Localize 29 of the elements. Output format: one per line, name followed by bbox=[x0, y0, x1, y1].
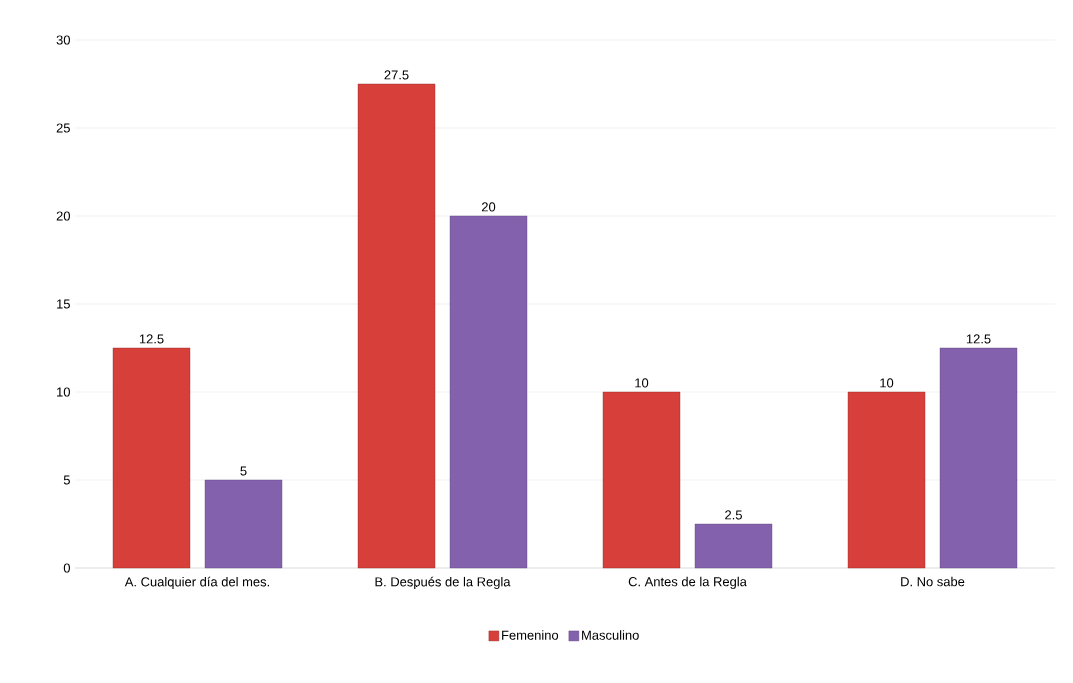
y-tick-label: 25 bbox=[56, 123, 70, 133]
data-label: 12.5 bbox=[966, 334, 991, 344]
data-label: 5 bbox=[240, 466, 247, 476]
bar bbox=[357, 83, 436, 569]
y-tick-label: 30 bbox=[56, 35, 70, 45]
bar bbox=[847, 391, 926, 569]
y-tick-label: 20 bbox=[56, 211, 70, 221]
x-tick-label: B. Después de la Regla bbox=[375, 576, 511, 589]
y-tick-label: 5 bbox=[63, 475, 70, 485]
data-label: 10 bbox=[635, 378, 649, 388]
bar bbox=[204, 479, 283, 569]
x-tick-label: A. Cualquier día del mes. bbox=[124, 576, 270, 589]
bar bbox=[939, 347, 1018, 569]
bar bbox=[694, 523, 773, 569]
x-tick-label: C. Antes de la Regla bbox=[628, 576, 747, 589]
data-label: 10 bbox=[880, 378, 894, 388]
legend-label: Femenino bbox=[502, 630, 559, 640]
y-tick-label: 10 bbox=[57, 387, 70, 397]
data-label: 20 bbox=[481, 202, 496, 212]
y-tick-label: 0 bbox=[63, 563, 70, 573]
bar bbox=[112, 347, 191, 569]
bar bbox=[449, 215, 528, 569]
legend-label: Masculino bbox=[582, 630, 639, 640]
data-label: 2.5 bbox=[725, 510, 742, 520]
bar bbox=[602, 391, 681, 569]
data-label: 12.5 bbox=[139, 334, 164, 344]
y-tick-label: 15 bbox=[57, 299, 70, 309]
data-label: 27.5 bbox=[384, 70, 409, 80]
x-tick-label: D. No sabe bbox=[901, 576, 965, 587]
